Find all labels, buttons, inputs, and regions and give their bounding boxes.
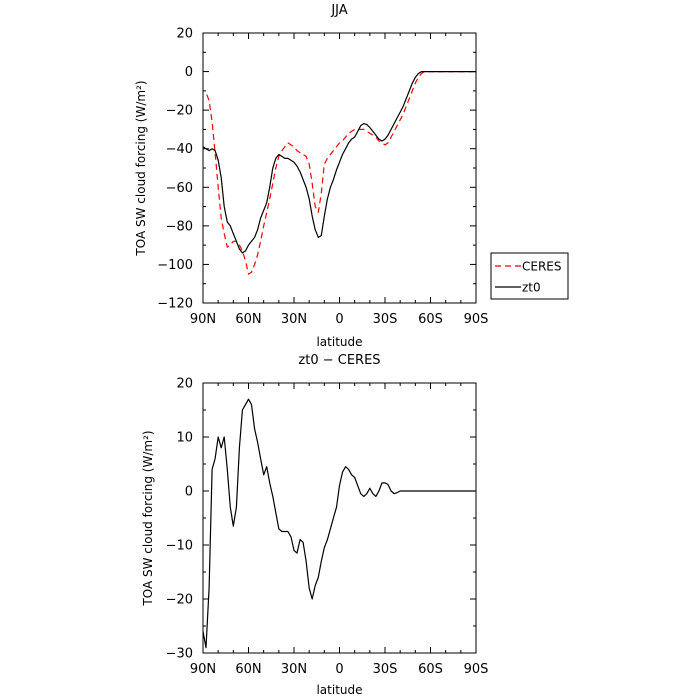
series-line-difference [202,398,476,649]
legend-box [490,252,569,300]
x-axis-label: latitude [316,683,362,697]
x-tick-label: 60N [235,662,261,677]
y-tick-label: 0 [185,65,193,80]
y-axis-label: TOA SW cloud forcing (W/m²) [134,80,148,256]
plot-frame [202,32,477,304]
y-tick-label: 0 [185,485,193,500]
series-line-ceres [206,70,473,275]
y-tick-label: −10 [166,539,193,554]
x-tick-label: 0 [335,312,343,327]
plot-frame [202,382,477,654]
x-tick-label: 90S [464,312,489,327]
x-tick-label: 30N [281,662,307,677]
x-tick-label: 30N [281,312,307,327]
y-tick-label: −120 [157,297,193,312]
legend-label-zt0: zt0 [522,281,541,295]
chart-title: zt0 − CERES [298,353,380,368]
x-tick-label: 30S [373,312,398,327]
x-tick-label: 60S [418,662,443,677]
x-tick-label: 0 [335,662,343,677]
x-tick-label: 30S [373,662,398,677]
y-tick-label: 20 [176,27,193,42]
y-tick-label: −100 [157,258,193,273]
x-tick-label: 90S [464,662,489,677]
x-tick-label: 60N [235,312,261,327]
y-tick-label: −60 [166,181,193,196]
chart-title: JJA [330,3,347,18]
series-line-zt0 [202,70,476,254]
x-tick-label: 90N [190,312,216,327]
y-tick-label: −40 [166,142,193,157]
x-tick-label: 90N [190,662,216,677]
y-tick-label: −80 [166,219,193,234]
y-tick-label: 10 [176,431,193,446]
y-axis-label: TOA SW cloud forcing (W/m²) [141,430,155,606]
y-tick-label: −20 [166,104,193,119]
legend-label-ceres: CERES [522,260,562,274]
x-axis-label: latitude [316,335,362,349]
y-tick-label: −20 [166,593,193,608]
y-tick-label: 20 [176,377,193,392]
x-tick-label: 60S [418,312,443,327]
y-tick-label: −30 [166,647,193,662]
